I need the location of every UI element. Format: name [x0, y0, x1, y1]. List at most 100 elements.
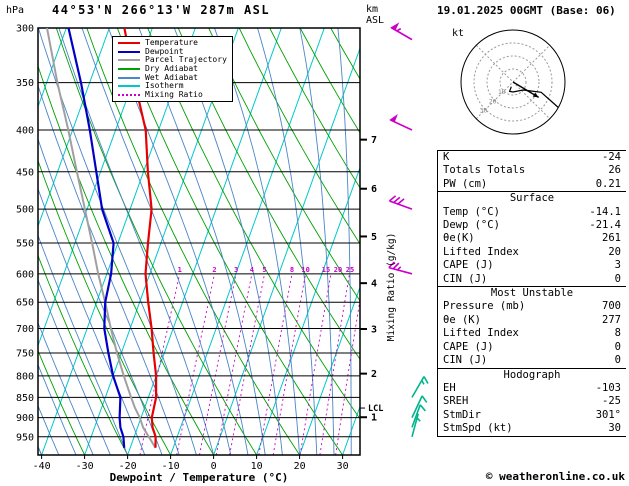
chart-legend: Temperature Dewpoint Parcel Trajectory Dry … [112, 36, 233, 103]
isotherm-line [256, 166, 360, 455]
dry-adiabat-line [269, 28, 360, 189]
stat-value: 0 [614, 340, 621, 353]
stat-label: Pressure (mb) [443, 300, 526, 313]
pressure-tick-label: 500 [16, 205, 34, 216]
storm-motion-arrowhead [532, 92, 539, 98]
stat-label: StmDir [443, 408, 481, 421]
hodograph-ring [486, 55, 540, 109]
hodograph-ring [499, 68, 527, 96]
stat-section-title: Hodograph [438, 367, 626, 382]
legend-label: Wet Adiabat [145, 72, 198, 82]
stat-value: 0 [614, 354, 621, 367]
dry-adiabat-line [38, 349, 86, 455]
stat-label: SREH [443, 395, 469, 408]
temp-tick-label: -10 [162, 461, 180, 472]
altitude-unit-asl: ASL [366, 15, 385, 26]
parcel-trajectory-curve [46, 28, 157, 449]
km-tick-label: 7 [371, 135, 377, 146]
legend-line-sample [118, 50, 140, 53]
stat-value: -21.4 [589, 219, 621, 232]
stat-label: CAPE (J) [443, 259, 494, 272]
stat-row: SREH -25 [438, 395, 626, 408]
stat-row: CIN (J) 0 [438, 273, 626, 286]
pressure-tick-label: 550 [16, 238, 34, 249]
wind-barb [390, 22, 413, 41]
stat-label: Lifted Index [443, 245, 519, 258]
stat-section-title: Surface [438, 191, 626, 205]
stat-label: CIN (J) [443, 272, 488, 285]
temp-tick-label: 30 [337, 461, 349, 472]
wind-barb [411, 404, 426, 428]
pressure-tick-label: 650 [16, 298, 34, 309]
stat-row: CIN (J) 0 [438, 354, 626, 367]
legend-label: Mixing Ratio [145, 89, 203, 99]
stat-row: θe(K) 261 [438, 232, 626, 245]
km-tick-label: 1 [371, 413, 377, 424]
pressure-tick-label: 800 [16, 371, 34, 382]
legend-line-sample [118, 59, 140, 62]
dry-adiabat-line [208, 28, 360, 302]
station-title: 44°53'N 266°13'W 287m ASL [52, 3, 271, 17]
stat-label: CAPE (J) [443, 340, 494, 353]
pressure-tick-label: 700 [16, 324, 34, 335]
isotherm-line [38, 28, 67, 109]
stat-value: -24 [602, 151, 621, 163]
stat-value: 20 [608, 245, 621, 258]
legend-item: Temperature [118, 39, 227, 48]
wind-barb [389, 113, 413, 131]
temperature-curve [123, 28, 158, 448]
mixing-ratio-value-label: 5 [262, 266, 266, 274]
hodograph-ring-label: 10 [498, 88, 506, 96]
stat-label: StmSpd (kt) [443, 422, 513, 435]
temp-tick-label: 0 [211, 461, 217, 472]
x-axis-title: Dewpoint / Temperature (°C) [110, 471, 289, 484]
wind-barb [388, 261, 413, 275]
copyright: © weatheronline.co.uk [485, 470, 625, 483]
pressure-tick-label: 750 [16, 348, 34, 359]
stat-row: PW (cm) 0.21 [438, 178, 626, 191]
legend-label: Dry Adiabat [145, 64, 198, 74]
stat-value: 700 [602, 300, 621, 313]
stat-row: EH -103 [438, 382, 626, 395]
stat-row: Lifted Index 20 [438, 246, 626, 259]
mixing-ratio-value-label: 10 [301, 266, 309, 274]
stat-row: StmSpd (kt) 30 [438, 422, 626, 435]
isotherm-line [170, 28, 325, 455]
legend-label: Temperature [145, 38, 198, 48]
pressure-tick-label: 850 [16, 393, 34, 404]
legend-line-sample [118, 93, 140, 96]
stat-label: Dewp (°C) [443, 219, 500, 232]
stat-label: CIN (J) [443, 354, 488, 367]
mixing-ratio-line [176, 273, 215, 455]
km-tick-label: 6 [371, 184, 377, 195]
mixing-ratio-value-label: 20 [334, 266, 342, 274]
stat-label: Temp (°C) [443, 205, 500, 218]
stat-row: CAPE (J) 3 [438, 259, 626, 272]
stat-row: Dewp (°C) -21.4 [438, 219, 626, 232]
stat-value: 26 [608, 164, 621, 177]
pressure-tick-label: 950 [16, 432, 34, 443]
altitude-unit-km: km [366, 4, 379, 15]
legend-label: Dewpoint [145, 46, 184, 56]
wind-barb [411, 413, 421, 438]
legend-label: Isotherm [145, 81, 184, 91]
mixing-ratio-value-label: 4 [250, 266, 254, 274]
pressure-tick-label: 400 [16, 126, 34, 137]
pressure-tick-label: 350 [16, 78, 34, 89]
pressure-tick-label: 450 [16, 167, 34, 178]
mixing-ratio-value-label: 1 [178, 266, 182, 274]
hodograph-ring-label: 30 [480, 107, 488, 115]
legend-item: Dry Adiabat [118, 65, 227, 74]
altitude-unit-label: km ASL [366, 4, 384, 26]
hodograph-unit-label: kt [452, 28, 464, 39]
stat-label: PW (cm) [443, 177, 488, 190]
stat-label: Totals Totals [443, 164, 526, 177]
isotherm-line [299, 285, 360, 455]
stat-label: Lifted Index [443, 327, 519, 340]
stat-value: -25 [602, 395, 621, 408]
dewpoint-curve [67, 28, 126, 448]
stat-row: K -24 [438, 151, 626, 164]
